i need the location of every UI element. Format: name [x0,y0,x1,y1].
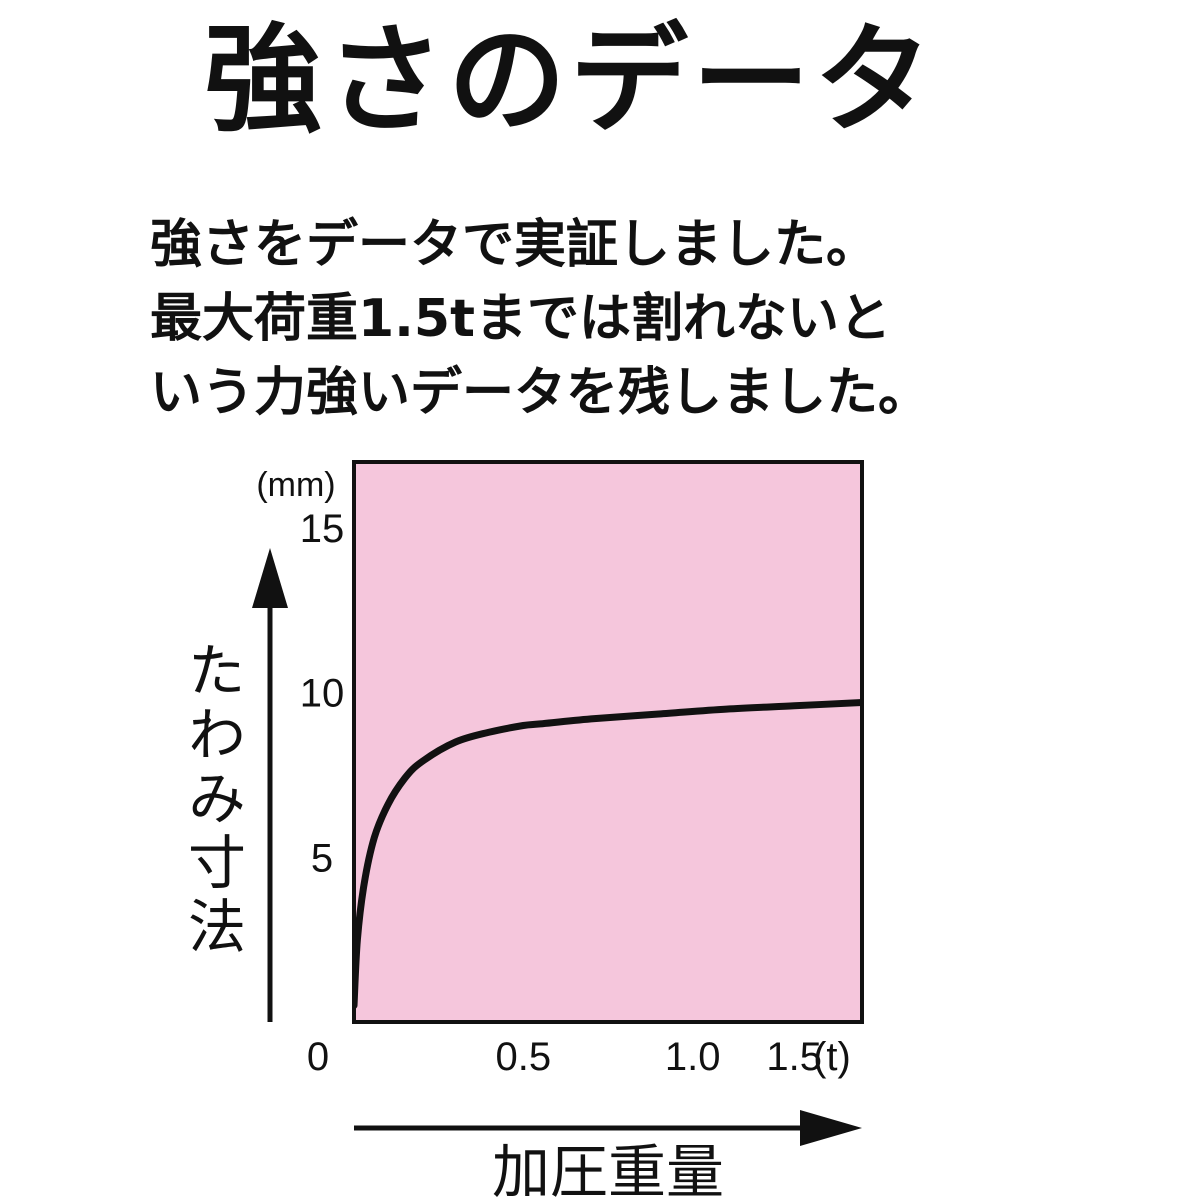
x-tick-label: 1.5 [766,1035,822,1079]
page-title: 強さのデータ [203,11,936,149]
series-line [354,699,862,1009]
x-tick-label: 0.5 [496,1035,552,1079]
y-axis-label: たわみ寸法 [178,640,246,960]
y-tick-label: 15 [300,507,345,551]
description-line-2: 最大荷重1.5tまでは割れないと [150,289,891,349]
x-unit-label: (t) [813,1035,851,1079]
plot-area [352,460,864,1024]
x-axis-label: 加圧重量 [492,1138,724,1200]
y-axis-arrow-head [252,548,288,608]
description-line-1: 強さをデータで実証しました。 [150,215,879,275]
y-tick-label: 10 [300,672,345,716]
x-axis-arrow-head [800,1110,862,1146]
x-tick-label: 0 [307,1035,329,1079]
x-tick-label: 1.0 [665,1035,721,1079]
y-tick-label: 5 [311,836,333,880]
y-unit-label: (mm) [256,466,335,504]
description: 強さをデータで実証しました。 最大荷重1.5tまでは割れないと いう力強いデータ… [150,208,1170,430]
description-line-3: いう力強いデータを残しました。 [150,363,931,423]
